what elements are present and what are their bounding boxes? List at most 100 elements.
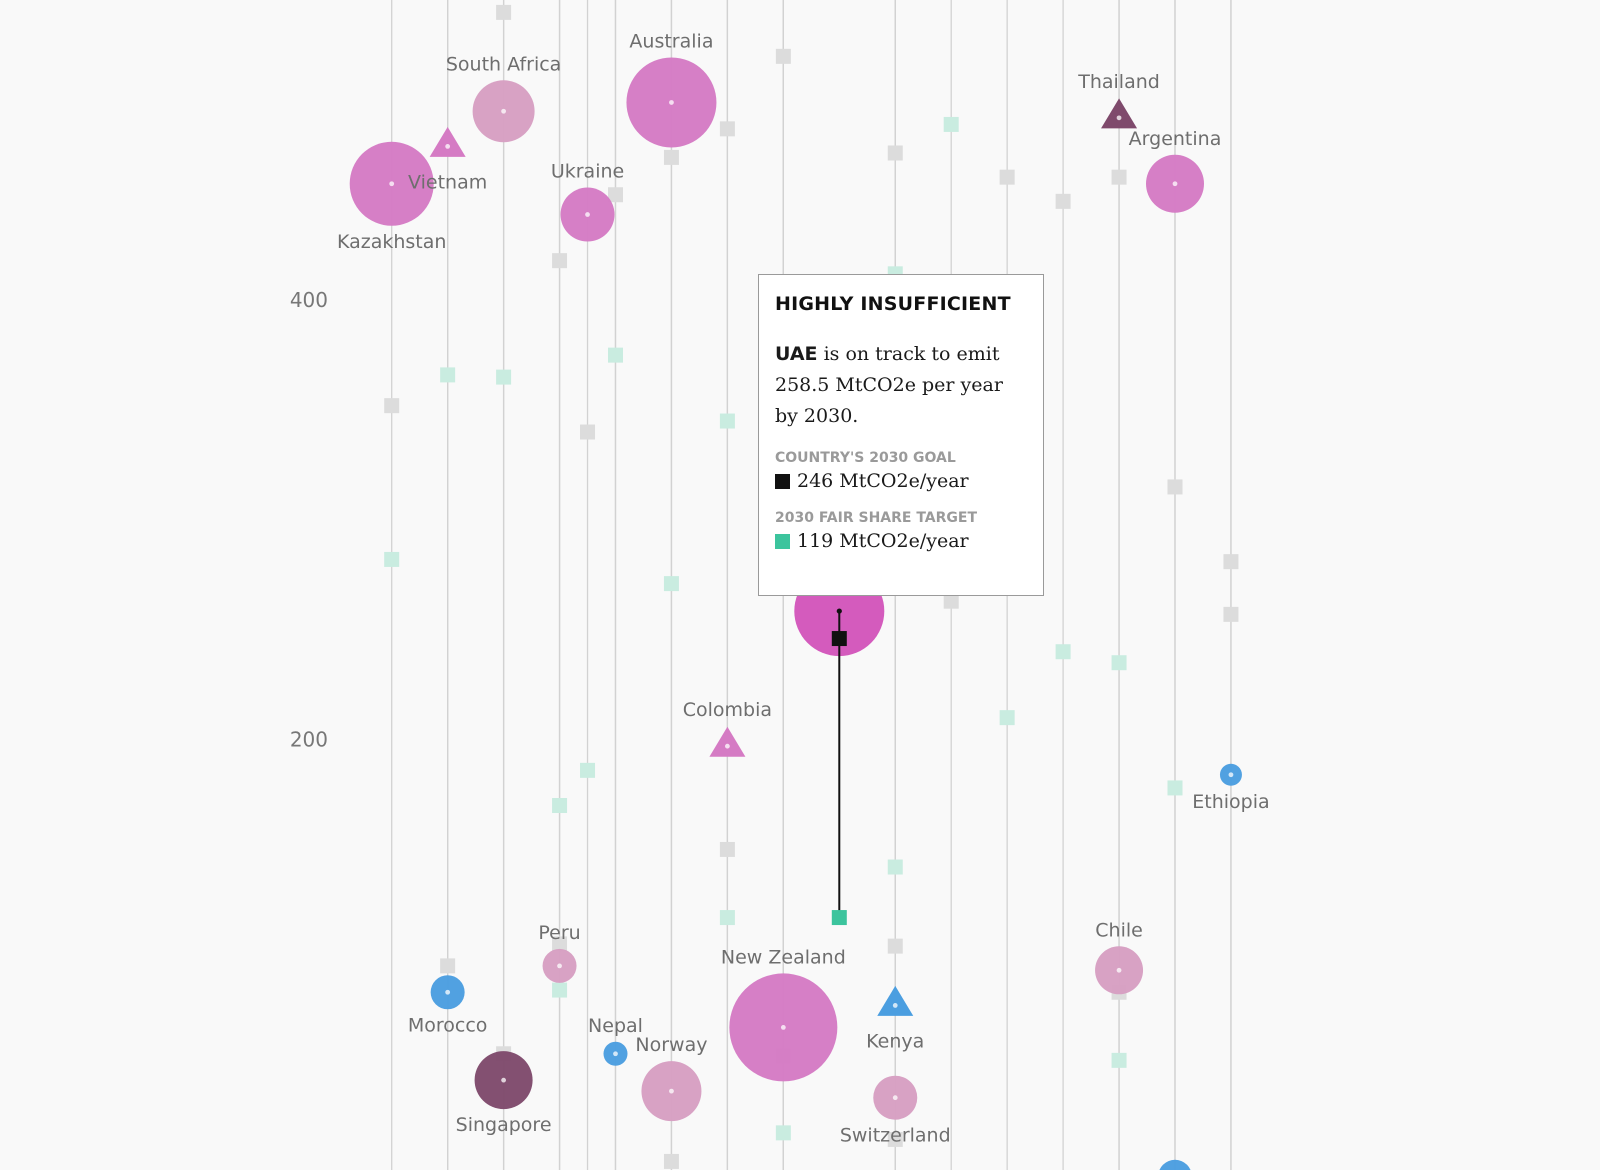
goal-marker-thailand bbox=[1111, 169, 1127, 185]
tooltip-fair-heading: 2030 FAIR SHARE TARGET bbox=[775, 510, 978, 526]
tooltip-goal-heading: COUNTRY'S 2030 GOAL bbox=[775, 450, 956, 466]
country-label-switzerland: Switzerland bbox=[840, 1125, 951, 1147]
fair-share-marker bbox=[943, 116, 959, 132]
goal-marker bbox=[887, 145, 903, 161]
country-label-singapore: Singapore bbox=[456, 1114, 552, 1136]
goal-marker-south-africa bbox=[496, 4, 512, 20]
tooltip-category: HIGHLY INSUFFICIENT bbox=[775, 293, 1011, 315]
fair-share-marker bbox=[999, 710, 1015, 726]
fair-share-swatch-icon bbox=[775, 533, 790, 549]
goal-marker-kenya bbox=[887, 938, 903, 954]
tooltip-country: UAE bbox=[775, 343, 818, 365]
fair-share-marker-chile bbox=[1111, 1052, 1127, 1068]
goal-marker-australia bbox=[663, 149, 679, 165]
fair-share-marker-kenya bbox=[887, 859, 903, 875]
point-center-dot bbox=[1116, 115, 1122, 121]
country-label-colombia: Colombia bbox=[683, 699, 772, 721]
country-tooltip: HIGHLY INSUFFICIENT UAE is on track to e… bbox=[758, 274, 1044, 596]
country-point-unlabeled[interactable] bbox=[1158, 1159, 1192, 1170]
fair-share-marker-ukraine bbox=[580, 762, 596, 778]
fair-share-marker bbox=[608, 347, 623, 363]
country-label-argentina: Argentina bbox=[1129, 128, 1222, 150]
country-label-norway: Norway bbox=[635, 1034, 707, 1056]
country-label-new-zealand: New Zealand bbox=[721, 946, 846, 968]
goal-marker-morocco bbox=[440, 958, 456, 974]
point-center-dot bbox=[501, 1077, 506, 1083]
goal-marker bbox=[719, 121, 735, 137]
country-points-layer bbox=[349, 57, 1242, 1170]
country-label-thailand: Thailand bbox=[1077, 71, 1160, 93]
goal-marker-colombia bbox=[719, 841, 735, 857]
active-goal-marker bbox=[831, 631, 847, 647]
country-label-peru: Peru bbox=[538, 922, 580, 944]
fair-share-marker-south-africa bbox=[496, 369, 512, 385]
goal-marker bbox=[608, 187, 623, 203]
point-center-dot bbox=[445, 144, 451, 149]
point-center-dot bbox=[1116, 967, 1122, 973]
tooltip-description: UAE is on track to emit 258.5 MtCO2e per… bbox=[775, 339, 1027, 432]
point-center-dot bbox=[892, 1095, 898, 1101]
goal-marker-peru bbox=[552, 936, 568, 952]
fair-share-marker-vietnam bbox=[440, 367, 456, 383]
country-label-chile: Chile bbox=[1095, 919, 1143, 941]
point-center-dot bbox=[1172, 181, 1178, 187]
point-center-dot bbox=[585, 212, 590, 217]
country-label-morocco: Morocco bbox=[408, 1014, 488, 1036]
goal-marker-ukraine bbox=[580, 424, 596, 440]
country-label-australia: Australia bbox=[629, 30, 713, 52]
active-fair-share-marker bbox=[831, 910, 847, 926]
country-point-colombia[interactable] bbox=[709, 726, 746, 757]
y-axis: 400 200 bbox=[290, 288, 328, 751]
fair-share-marker-peru bbox=[552, 982, 568, 998]
tooltip-goal-value: 246 MtCO2e/year bbox=[797, 470, 969, 492]
fair-share-marker bbox=[719, 413, 735, 429]
active-country-layer bbox=[831, 608, 847, 926]
country-labels-layer: South Africa Australia Vietnam Kazakhstan Uk… bbox=[337, 30, 1270, 1146]
country-label-ukraine: Ukraine bbox=[551, 161, 624, 183]
goal-marker bbox=[1055, 193, 1071, 209]
goal-marker-switzerland bbox=[887, 1131, 903, 1147]
country-label-nepal: Nepal bbox=[588, 1015, 643, 1037]
point-center-dot bbox=[836, 608, 842, 614]
fair-share-marker-new-zealand bbox=[775, 1125, 791, 1141]
country-point-vietnam[interactable] bbox=[429, 126, 466, 157]
fair-share-marker-thailand bbox=[1111, 655, 1127, 671]
tooltip-goal-row: 246 MtCO2e/year bbox=[775, 470, 1027, 492]
point-center-dot bbox=[669, 1088, 674, 1094]
country-point-kenya[interactable] bbox=[877, 985, 914, 1016]
goal-swatch-icon bbox=[775, 473, 790, 489]
y-tick-label-400: 400 bbox=[290, 288, 328, 312]
tooltip-fair-row: 119 MtCO2e/year bbox=[775, 530, 1027, 552]
point-center-dot bbox=[669, 100, 674, 105]
goal-marker bbox=[1223, 554, 1239, 570]
fair-share-marker bbox=[552, 798, 568, 814]
country-label-vietnam: Vietnam bbox=[408, 171, 487, 193]
country-label-kazakhstan: Kazakhstan bbox=[337, 231, 446, 253]
country-point-thailand[interactable] bbox=[1101, 98, 1138, 129]
country-label-ethiopia: Ethiopia bbox=[1192, 791, 1269, 813]
goal-marker-ethiopia bbox=[1223, 606, 1239, 622]
fair-share-marker bbox=[1055, 644, 1071, 660]
y-tick-label-200: 200 bbox=[290, 728, 328, 752]
goal-marker-argentina bbox=[1167, 479, 1183, 495]
point-center-dot bbox=[501, 108, 506, 114]
goal-marker bbox=[775, 48, 791, 64]
goal-marker-norway bbox=[663, 1153, 679, 1169]
tooltip-fair-value: 119 MtCO2e/year bbox=[797, 530, 969, 552]
goal-marker bbox=[552, 253, 568, 269]
country-label-south-africa: South Africa bbox=[446, 53, 561, 75]
goal-marker bbox=[999, 169, 1015, 185]
tooltip-sentence: is on track to emit 258.5 MtCO2e per yea… bbox=[775, 343, 1003, 427]
point-center-dot bbox=[780, 1025, 786, 1030]
point-center-dot bbox=[1228, 772, 1234, 778]
point-center-dot bbox=[613, 1051, 618, 1057]
goal-marker-kazakhstan bbox=[384, 398, 400, 414]
point-center-dot bbox=[445, 989, 451, 995]
point-center-dot bbox=[389, 181, 395, 187]
fair-share-marker-argentina bbox=[1167, 780, 1183, 796]
point-center-dot bbox=[725, 743, 730, 749]
point-center-dot bbox=[892, 1003, 898, 1008]
fair-share-marker-colombia bbox=[719, 910, 735, 926]
fair-share-marker-australia bbox=[663, 576, 679, 592]
